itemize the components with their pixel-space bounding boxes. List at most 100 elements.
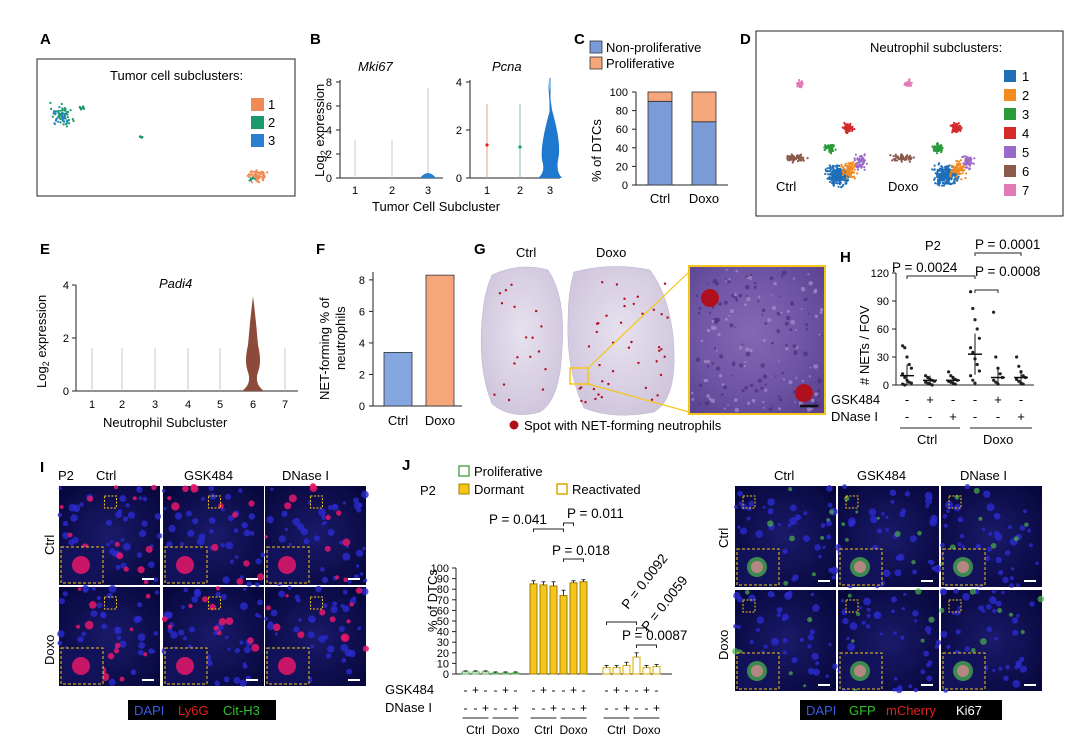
umap-point <box>972 162 976 165</box>
condition-sign: + <box>926 392 934 407</box>
micrograph-grid <box>732 484 1045 694</box>
cell-texture <box>782 378 786 381</box>
nucleus <box>72 536 79 544</box>
umap-point <box>796 154 799 157</box>
cell-texture <box>768 407 773 412</box>
bar-proliferative <box>691 91 717 123</box>
cell-texture <box>813 364 818 369</box>
data-point <box>994 355 998 359</box>
umap-point <box>841 170 844 173</box>
inset-nucleus <box>854 665 866 677</box>
cell-texture <box>795 376 798 379</box>
umap-point <box>248 179 251 182</box>
umap-point <box>934 145 937 148</box>
umap-point <box>935 173 939 176</box>
y-tick-label: 0 <box>443 669 449 681</box>
nucleus <box>925 497 932 505</box>
net-spot <box>587 345 591 348</box>
umap-point <box>800 155 803 158</box>
data-point <box>977 369 982 373</box>
nucleus <box>321 515 327 521</box>
cell-texture <box>734 326 736 329</box>
nucleus <box>912 569 918 575</box>
nucleus <box>964 484 971 490</box>
condition-sign: + <box>994 392 1002 407</box>
umap-point <box>935 142 939 145</box>
umap-point <box>832 166 835 170</box>
net-spot <box>524 336 528 339</box>
nucleus <box>57 512 62 518</box>
bar-proliferative <box>481 671 490 675</box>
condition-sign: - <box>655 683 659 697</box>
umap-point <box>824 172 827 176</box>
net-spot <box>597 393 600 396</box>
panel-e: E Padi4 Log2 expression 0 2 4 1 2 3 4 5 6 7 Neutr… <box>34 241 298 430</box>
ly6g-signal <box>309 484 318 493</box>
panel-letter: I <box>40 459 44 476</box>
cell-texture <box>721 393 724 396</box>
umap-point <box>853 128 856 131</box>
nucleus <box>127 511 136 519</box>
net-spot <box>592 387 596 391</box>
umap-point <box>961 172 964 175</box>
nucleus <box>926 675 933 682</box>
inset-signal <box>72 556 90 574</box>
ly6g-signal <box>243 560 250 567</box>
umap-point <box>60 102 63 106</box>
y-tick-label: 0 <box>883 380 889 392</box>
umap-point <box>941 171 944 174</box>
nucleus <box>119 495 127 502</box>
umap-point <box>961 168 964 171</box>
umap-point <box>956 123 959 126</box>
cell-texture <box>745 294 748 297</box>
nucleus <box>174 512 183 520</box>
ly6g-signal <box>137 566 145 574</box>
net-spot <box>498 292 502 295</box>
net-spot <box>615 283 619 286</box>
group-label: Doxo <box>632 723 660 737</box>
cell-texture <box>700 339 704 343</box>
nucleus <box>154 513 162 520</box>
umap-point <box>938 182 941 185</box>
nucleus <box>810 592 815 597</box>
col-label-ctrl: Ctrl <box>96 468 116 483</box>
y-tick-label: 0 <box>63 386 69 398</box>
nucleus <box>832 663 838 670</box>
nucleus <box>746 516 751 521</box>
legend-swatch <box>1004 89 1016 101</box>
umap-point <box>904 158 907 161</box>
cell-texture <box>817 389 821 393</box>
umap-point <box>850 164 853 168</box>
roi-box <box>742 599 756 613</box>
nucleus <box>310 644 315 649</box>
umap-point <box>900 153 903 156</box>
cell-texture <box>723 385 727 390</box>
roi-box <box>948 599 962 613</box>
umap-point <box>896 159 899 162</box>
legend-label-proliferative: Proliferative <box>606 56 675 71</box>
nucleus <box>803 511 808 516</box>
cell-texture <box>780 311 783 314</box>
umap-point <box>862 161 865 164</box>
cell-texture <box>753 281 757 285</box>
nucleus <box>1004 550 1011 556</box>
nucleus <box>858 606 862 610</box>
y-tick-label: 30 <box>437 637 449 649</box>
cell-texture <box>710 325 715 331</box>
gfp-signal <box>788 671 793 676</box>
net-spot <box>660 348 663 351</box>
gfp-signal <box>920 638 925 643</box>
cell-texture <box>762 374 768 379</box>
ly6g-signal <box>89 601 97 609</box>
nucleus <box>57 630 65 638</box>
nucleus <box>168 524 176 533</box>
bar-proliferative <box>501 672 510 675</box>
y-tick-label: 20 <box>437 648 449 660</box>
channel-ly6g: Ly6G <box>178 703 209 718</box>
inset-signal <box>176 657 194 675</box>
nucleus <box>957 516 964 523</box>
legend-swatch-dormant <box>458 483 470 495</box>
umap-point <box>968 167 972 170</box>
cell-texture <box>789 301 795 306</box>
data-point <box>969 346 973 350</box>
